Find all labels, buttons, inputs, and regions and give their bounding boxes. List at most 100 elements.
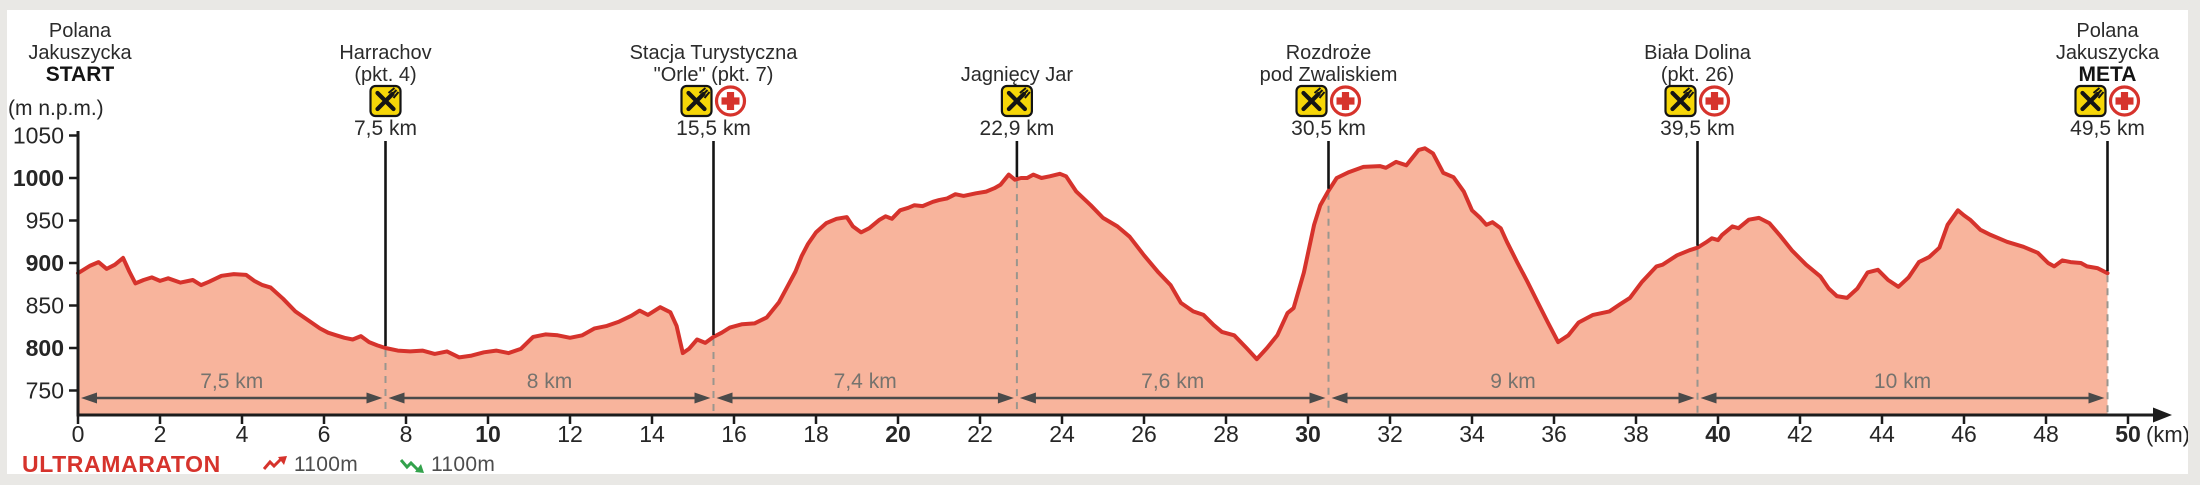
page-edge-left (0, 0, 7, 485)
food-icon-fork-tine (703, 91, 711, 99)
food-icon-fork-tine (2097, 91, 2105, 99)
food-icon-fork-tine (1682, 87, 1691, 94)
x-tick-label: 16 (721, 421, 747, 447)
x-axis-arrow (2153, 407, 2172, 423)
checkpoint-name: Biała Dolina (1644, 42, 1752, 64)
food-icon-fork (2080, 90, 2101, 112)
checkpoint-distance: 30,5 km (1291, 117, 1366, 140)
segment-arrow-head-left (1700, 392, 1717, 404)
checkpoint-name: Jagnięcy Jar (961, 64, 1074, 86)
y-tick-label: 950 (26, 208, 64, 234)
checkpoint-name: Polana (49, 20, 112, 42)
food-icon-fork-tine (1687, 91, 1695, 99)
checkpoint-emphasis: START (46, 63, 115, 86)
checkpoint-distance: 15,5 km (676, 117, 751, 140)
x-tick-label: 36 (1541, 421, 1567, 447)
segment-arrow-head-right (1309, 392, 1326, 404)
x-axis-unit: (km) (2146, 422, 2190, 447)
elevation-loss-icon (400, 459, 424, 473)
segment-distance-label: 7,6 km (1141, 370, 1204, 393)
segment-distance-label: 7,5 km (200, 370, 263, 393)
food-icon-fork (1670, 90, 1691, 112)
x-tick-label: 46 (1951, 421, 1977, 447)
food-icon-fork-tine (1024, 91, 1031, 99)
x-tick-label: 24 (1049, 421, 1075, 447)
segment-arrow-head-right (2088, 392, 2105, 404)
segment-arrow-head-right (694, 392, 711, 404)
x-tick-label: 50 (2115, 421, 2141, 447)
elevation-gain-item: 1100m (262, 452, 358, 477)
checkpoint-name: (pkt. 4) (354, 64, 416, 86)
segment-arrow-head-left (716, 392, 733, 404)
segment-distance-label: 8 km (527, 370, 573, 393)
food-icon-fork-tine (1313, 87, 1322, 94)
elevation-line (76, 146, 2110, 362)
legend-row: ULTRAMARATON 1100m 1100m (22, 451, 495, 478)
x-tick-label: 18 (803, 421, 829, 447)
y-tick-label: 1000 (13, 165, 64, 191)
medical-icon-cross (2115, 92, 2134, 110)
food-icon-fork-tine (1684, 89, 1693, 97)
x-tick-label: 40 (1705, 421, 1731, 447)
food-icon-fork (1301, 90, 1322, 112)
race-name: ULTRAMARATON (22, 451, 221, 477)
checkpoint-emphasis: META (2079, 63, 2137, 86)
x-tick-label: 20 (885, 421, 911, 447)
checkpoint-name: Polana (2076, 20, 2139, 42)
elevation-gain-icon (262, 456, 287, 470)
page-edge-top (0, 0, 2200, 10)
checkpoint-name: (pkt. 26) (1661, 64, 1734, 86)
food-icon-fork (375, 90, 396, 112)
x-tick-label: 22 (967, 421, 993, 447)
elevation-area (78, 148, 2108, 414)
x-tick-label: 28 (1213, 421, 1239, 447)
food-icon-fork-tine (698, 87, 707, 94)
segment-distance-label: 7,4 km (834, 370, 897, 393)
food-icon-fork-tine (2094, 89, 2103, 97)
segment-arrow-head-left (81, 392, 97, 404)
medical-icon-cross (721, 92, 740, 110)
x-tick-label: 12 (557, 421, 583, 447)
x-tick-label: 30 (1295, 421, 1321, 447)
medical-icon-cross (1705, 92, 1724, 110)
checkpoint-name: Jakuszycka (2056, 42, 2160, 64)
segment-arrow-head-left (388, 392, 405, 404)
x-tick-label: 14 (639, 421, 665, 447)
segment-distance-label: 10 km (1874, 370, 1931, 393)
x-tick-label: 32 (1377, 421, 1403, 447)
x-tick-label: 38 (1623, 421, 1649, 447)
food-icon-fork-tine (389, 89, 398, 97)
checkpoint-name: Jakuszycka (28, 42, 132, 64)
checkpoint-name: Rozdroże (1286, 42, 1372, 64)
x-tick-label: 6 (318, 421, 331, 447)
elevation-loss-value: 1100m (431, 452, 496, 476)
checkpoint-name: pod Zwaliskiem (1260, 64, 1398, 86)
food-icon-fork-tine (1318, 91, 1326, 99)
checkpoint-name: Harrachov (339, 42, 431, 64)
x-tick-label: 4 (236, 421, 249, 447)
elevation-gain-value: 1100m (293, 452, 358, 476)
food-icon-fork-tine (1021, 89, 1029, 97)
x-tick-label: 42 (1787, 421, 1813, 447)
segment-arrow-head-right (997, 392, 1014, 404)
x-tick-label: 26 (1131, 421, 1157, 447)
food-icon-fork-tine (392, 91, 400, 99)
y-axis-label: (m n.p.m.) (8, 97, 104, 120)
page-edge-bottom (0, 474, 2200, 485)
segment-arrow-head-left (1331, 392, 1348, 404)
food-icon-fork-tine (1315, 89, 1324, 97)
x-tick-label: 2 (154, 421, 167, 447)
checkpoint-distance: 7,5 km (354, 117, 417, 140)
medical-icon-cross (1336, 92, 1355, 110)
food-icon-fork-tine (1019, 87, 1027, 94)
checkpoint-distance: 22,9 km (980, 117, 1055, 140)
segment-distance-label: 9 km (1490, 370, 1536, 393)
x-tick-label: 34 (1459, 421, 1485, 447)
checkpoint-distance: 39,5 km (1660, 117, 1735, 140)
x-tick-label: 0 (72, 421, 85, 447)
segment-arrow-head-right (366, 392, 383, 404)
food-icon-fork (686, 90, 707, 112)
x-tick-label: 44 (1869, 421, 1895, 447)
